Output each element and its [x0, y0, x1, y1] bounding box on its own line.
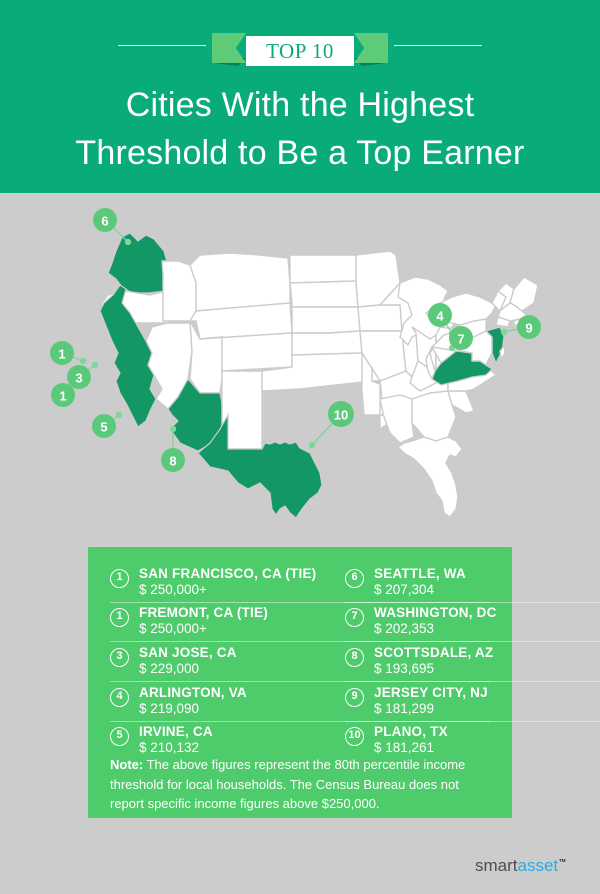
- svg-text:5: 5: [100, 420, 107, 435]
- svg-text:6: 6: [101, 214, 108, 229]
- svg-text:3: 3: [75, 371, 82, 386]
- svg-text:7: 7: [457, 332, 464, 347]
- svg-text:8: 8: [169, 454, 176, 469]
- svg-text:9: 9: [525, 321, 532, 336]
- svg-text:10: 10: [334, 408, 348, 423]
- svg-text:4: 4: [436, 309, 444, 324]
- svg-text:1: 1: [58, 347, 65, 362]
- svg-text:1: 1: [59, 389, 66, 404]
